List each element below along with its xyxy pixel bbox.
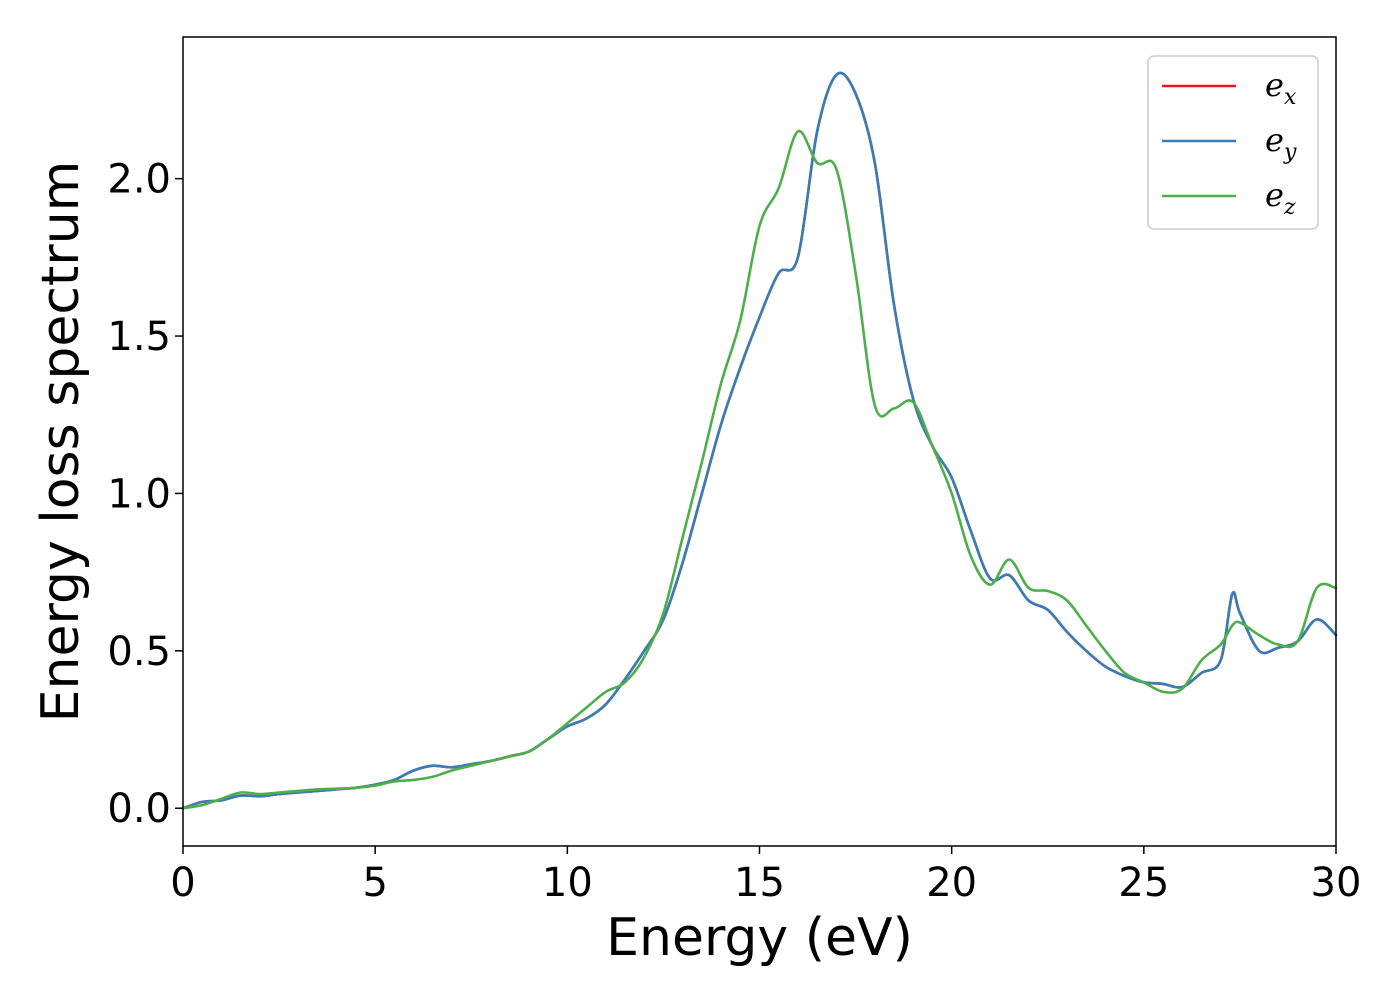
y-tick-label: 0.5 <box>107 629 171 675</box>
x-tick-label: 20 <box>926 860 977 906</box>
series-line-e-z <box>181 129 1338 810</box>
y-tick-label: 0.0 <box>107 786 171 832</box>
y-axis-label: Energy loss spectrum <box>31 161 91 723</box>
x-axis-ticks: 0 5 10 15 20 25 30 <box>170 846 1361 906</box>
plot-area <box>183 37 1336 846</box>
y-tick-label: 2.0 <box>107 157 171 203</box>
legend-label-e-y: ey <box>1265 121 1297 165</box>
x-tick-label: 15 <box>734 860 785 906</box>
x-tick-label: 0 <box>170 860 195 906</box>
legend-box <box>1147 55 1319 230</box>
y-tick-label: 1.5 <box>107 314 171 360</box>
legend-label-e-z: ez <box>1265 176 1296 220</box>
y-tick-label: 1.0 <box>107 471 171 517</box>
series-layer <box>181 71 1338 810</box>
x-axis-label: Energy (eV) <box>606 908 913 968</box>
legend-label-e-x: ex <box>1265 66 1297 110</box>
y-axis-ticks: 0.0 0.5 1.0 1.5 2.0 <box>107 157 183 832</box>
x-tick-label: 10 <box>542 860 593 906</box>
x-tick-label: 30 <box>1311 860 1362 906</box>
legend: ex ey ez <box>1147 55 1319 230</box>
x-tick-label: 5 <box>362 860 387 906</box>
x-tick-label: 25 <box>1118 860 1169 906</box>
